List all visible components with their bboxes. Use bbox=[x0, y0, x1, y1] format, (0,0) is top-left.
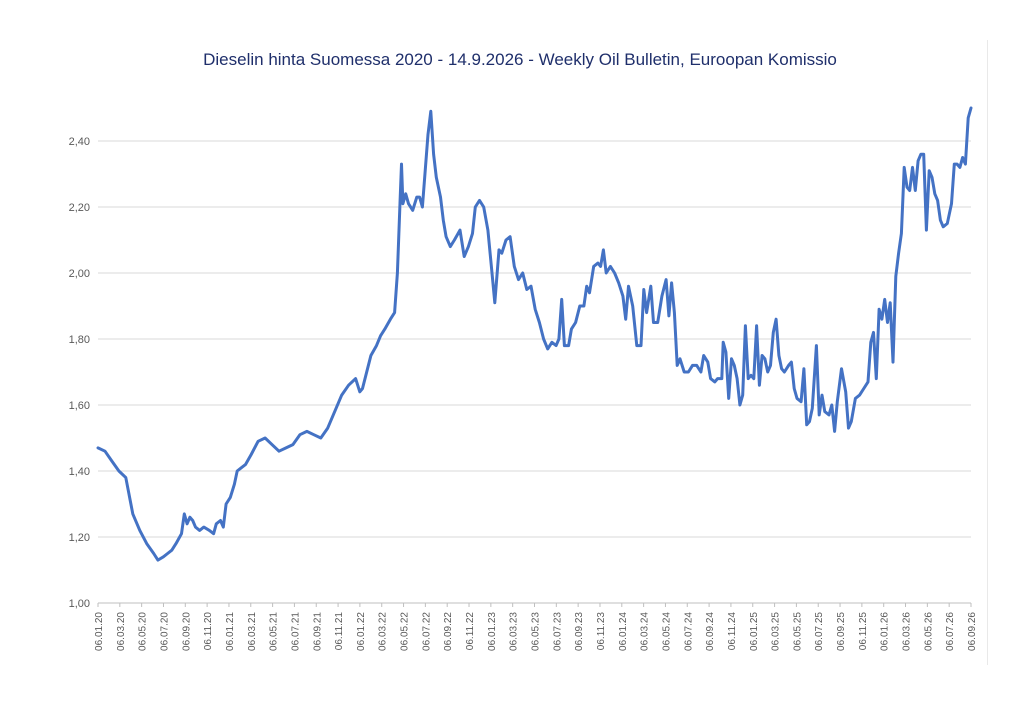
x-tick-label: 06.07.21 bbox=[290, 612, 301, 651]
x-tick-label: 06.05.26 bbox=[923, 612, 934, 651]
x-tick-label: 06.09.23 bbox=[574, 612, 585, 651]
x-tick-label: 06.05.25 bbox=[792, 612, 803, 651]
x-tick-label: 06.03.21 bbox=[247, 612, 258, 651]
x-tick-label: 06.11.20 bbox=[203, 612, 214, 651]
x-tick-label: 06.03.23 bbox=[509, 612, 520, 651]
x-tick-label: 06.11.23 bbox=[596, 612, 607, 651]
x-tick-label: 06.01.20 bbox=[94, 612, 105, 651]
x-tick-label: 06.05.22 bbox=[400, 612, 411, 651]
series-group bbox=[96, 106, 973, 562]
x-tick-label: 06.11.24 bbox=[727, 612, 738, 651]
x-tick-label: 06.01.21 bbox=[225, 612, 236, 651]
x-tick-label: 06.07.26 bbox=[945, 612, 956, 651]
x-tick-label: 06.09.20 bbox=[181, 612, 192, 651]
y-tick-label: 2,00 bbox=[69, 268, 90, 280]
y-tick-label: 1,20 bbox=[69, 532, 90, 544]
y-tick-label: 1,00 bbox=[69, 598, 90, 610]
x-tick-label: 06.05.24 bbox=[661, 612, 672, 651]
x-tick-label: 06.09.24 bbox=[705, 612, 716, 651]
x-tick-label: 06.01.24 bbox=[618, 612, 629, 651]
x-tick-label: 06.01.26 bbox=[880, 612, 891, 651]
x-tick-label: 06.03.25 bbox=[771, 612, 782, 651]
x-tick-label: 06.03.24 bbox=[640, 612, 651, 651]
x-tick-label: 06.11.21 bbox=[334, 612, 345, 651]
x-tick-label: 06.07.20 bbox=[159, 612, 170, 651]
gridlines bbox=[98, 140, 971, 604]
x-tick-label: 06.09.22 bbox=[443, 612, 454, 651]
x-tick-label: 06.09.25 bbox=[836, 612, 847, 651]
x-tick-label: 06.05.21 bbox=[269, 612, 280, 651]
x-tick-label: 06.05.20 bbox=[138, 612, 149, 651]
x-tick-label: 06.09.26 bbox=[967, 612, 978, 651]
series-line bbox=[96, 106, 973, 562]
x-tick-label: 06.09.21 bbox=[312, 612, 323, 651]
x-tick-label: 06.07.22 bbox=[421, 612, 432, 651]
y-tick-label: 1,40 bbox=[69, 466, 90, 478]
y-tick-label: 2,20 bbox=[69, 202, 90, 214]
x-tick-label: 06.07.23 bbox=[552, 612, 563, 651]
x-tick-label: 06.11.25 bbox=[858, 612, 869, 651]
x-tick-label: 06.01.23 bbox=[487, 612, 498, 651]
x-tick-label: 06.05.23 bbox=[531, 612, 542, 651]
plot-border bbox=[987, 40, 988, 665]
x-tick-label: 06.03.26 bbox=[902, 612, 913, 651]
x-tick-label: 06.11.22 bbox=[465, 612, 476, 651]
x-tick-label: 06.01.25 bbox=[749, 612, 760, 651]
chart-title: Dieselin hinta Suomessa 2020 - 14.9.2026… bbox=[203, 50, 837, 69]
y-axis-ticks: 1,00 1,20 1,40 1,60 1,80 2,00 2,20 2,40 bbox=[69, 136, 90, 610]
x-tick-label: 06.01.22 bbox=[356, 612, 367, 651]
y-tick-label: 1,80 bbox=[69, 334, 90, 346]
x-tick-label: 06.07.24 bbox=[683, 612, 694, 651]
x-tick-label: 06.07.25 bbox=[814, 612, 825, 651]
x-tick-label: 06.03.22 bbox=[378, 612, 389, 651]
x-tick-label: 06.03.20 bbox=[116, 612, 127, 651]
x-axis-ticks: 06.01.20 06.03.20 06.05.20 06.07.20 06.09.20… bbox=[94, 603, 978, 651]
y-tick-label: 2,40 bbox=[69, 136, 90, 148]
y-tick-label: 1,60 bbox=[69, 400, 90, 412]
